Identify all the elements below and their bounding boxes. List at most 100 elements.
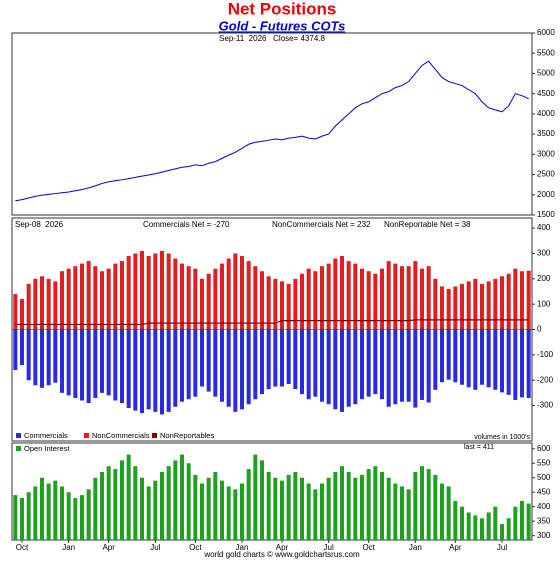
y-tick-label: 2500 — [537, 170, 555, 179]
bar — [400, 329, 404, 402]
bar — [100, 271, 104, 330]
bar — [73, 329, 78, 398]
x-tick-label: Jul — [497, 543, 507, 552]
bar — [400, 266, 404, 330]
bar — [506, 273, 511, 330]
bar — [366, 329, 371, 397]
bar — [200, 483, 204, 540]
bar — [340, 329, 344, 412]
legend-swatch — [152, 433, 157, 438]
bar — [333, 258, 338, 330]
bar — [213, 329, 218, 397]
bar — [440, 483, 444, 540]
bar — [300, 273, 304, 330]
bar — [166, 466, 171, 540]
bar — [466, 281, 471, 330]
bar — [526, 270, 531, 330]
bar — [160, 471, 164, 540]
bar — [433, 474, 438, 540]
note: volumes in 1000's — [474, 434, 530, 441]
bar — [220, 329, 224, 402]
bar — [273, 477, 278, 540]
bar — [306, 268, 311, 330]
bar — [293, 471, 298, 540]
bar — [466, 329, 471, 388]
bar — [413, 329, 418, 408]
bar — [33, 278, 38, 330]
bar — [253, 266, 258, 330]
bar — [220, 263, 224, 330]
bar — [140, 250, 144, 330]
bar — [20, 329, 24, 365]
bar — [433, 329, 438, 390]
y-tick-label: 3000 — [537, 149, 555, 158]
bar — [120, 460, 124, 540]
bar — [133, 466, 138, 540]
bar — [193, 268, 198, 330]
bar — [453, 329, 458, 383]
bar — [26, 492, 31, 540]
bar — [140, 329, 144, 414]
bar — [333, 471, 338, 540]
bar — [326, 477, 331, 540]
bar — [506, 518, 511, 540]
bar — [506, 329, 511, 395]
bar — [180, 263, 184, 330]
bar — [173, 460, 178, 540]
y-tick-label: 2000 — [537, 190, 555, 199]
bar — [493, 278, 498, 330]
bar — [480, 518, 484, 540]
bar — [86, 489, 91, 540]
bar — [80, 263, 84, 330]
bar — [446, 288, 451, 330]
y-tick-label: 300 — [537, 531, 551, 540]
bar — [426, 469, 431, 540]
bar — [353, 263, 358, 330]
x-tick-label: Oct — [362, 543, 375, 552]
bar — [346, 261, 351, 330]
bar — [520, 271, 524, 330]
bar — [66, 329, 71, 396]
x-tick-label: Oct — [16, 543, 29, 552]
panel-frame — [11, 32, 533, 216]
y-tick-label: -100 — [537, 350, 554, 359]
chart-title: Net Positions — [228, 0, 337, 18]
x-tick-label: Oct — [189, 543, 202, 552]
bar — [226, 486, 231, 540]
bar — [33, 329, 38, 386]
bar — [373, 466, 378, 540]
bar — [346, 329, 351, 407]
y-tick-label: 350 — [537, 516, 551, 525]
bar — [366, 469, 371, 540]
bar — [193, 329, 198, 397]
bar — [233, 489, 238, 540]
bar — [286, 474, 291, 540]
bar — [486, 512, 491, 540]
bar — [526, 503, 531, 540]
bar — [460, 283, 464, 330]
bar — [73, 266, 78, 330]
y-tick-label: 4000 — [537, 109, 555, 118]
bar — [253, 329, 258, 400]
bar — [60, 486, 64, 540]
bar — [446, 329, 451, 380]
bar — [340, 466, 344, 540]
bar — [420, 466, 424, 540]
bar — [406, 266, 411, 330]
bar — [320, 483, 324, 540]
bar — [513, 329, 518, 400]
x-tick-label: Jan — [409, 543, 422, 552]
x-tick-label: Apr — [102, 543, 115, 552]
bar — [46, 483, 51, 540]
bar — [280, 329, 284, 387]
legend-label: NonReportables — [160, 431, 214, 440]
y-tick-label: 300 — [537, 249, 551, 258]
bar — [393, 329, 398, 405]
bar — [186, 266, 191, 330]
bar — [386, 477, 391, 540]
bar — [66, 492, 71, 540]
bar — [106, 329, 111, 396]
bar — [406, 489, 411, 540]
bar — [260, 460, 264, 540]
bar — [126, 256, 131, 330]
